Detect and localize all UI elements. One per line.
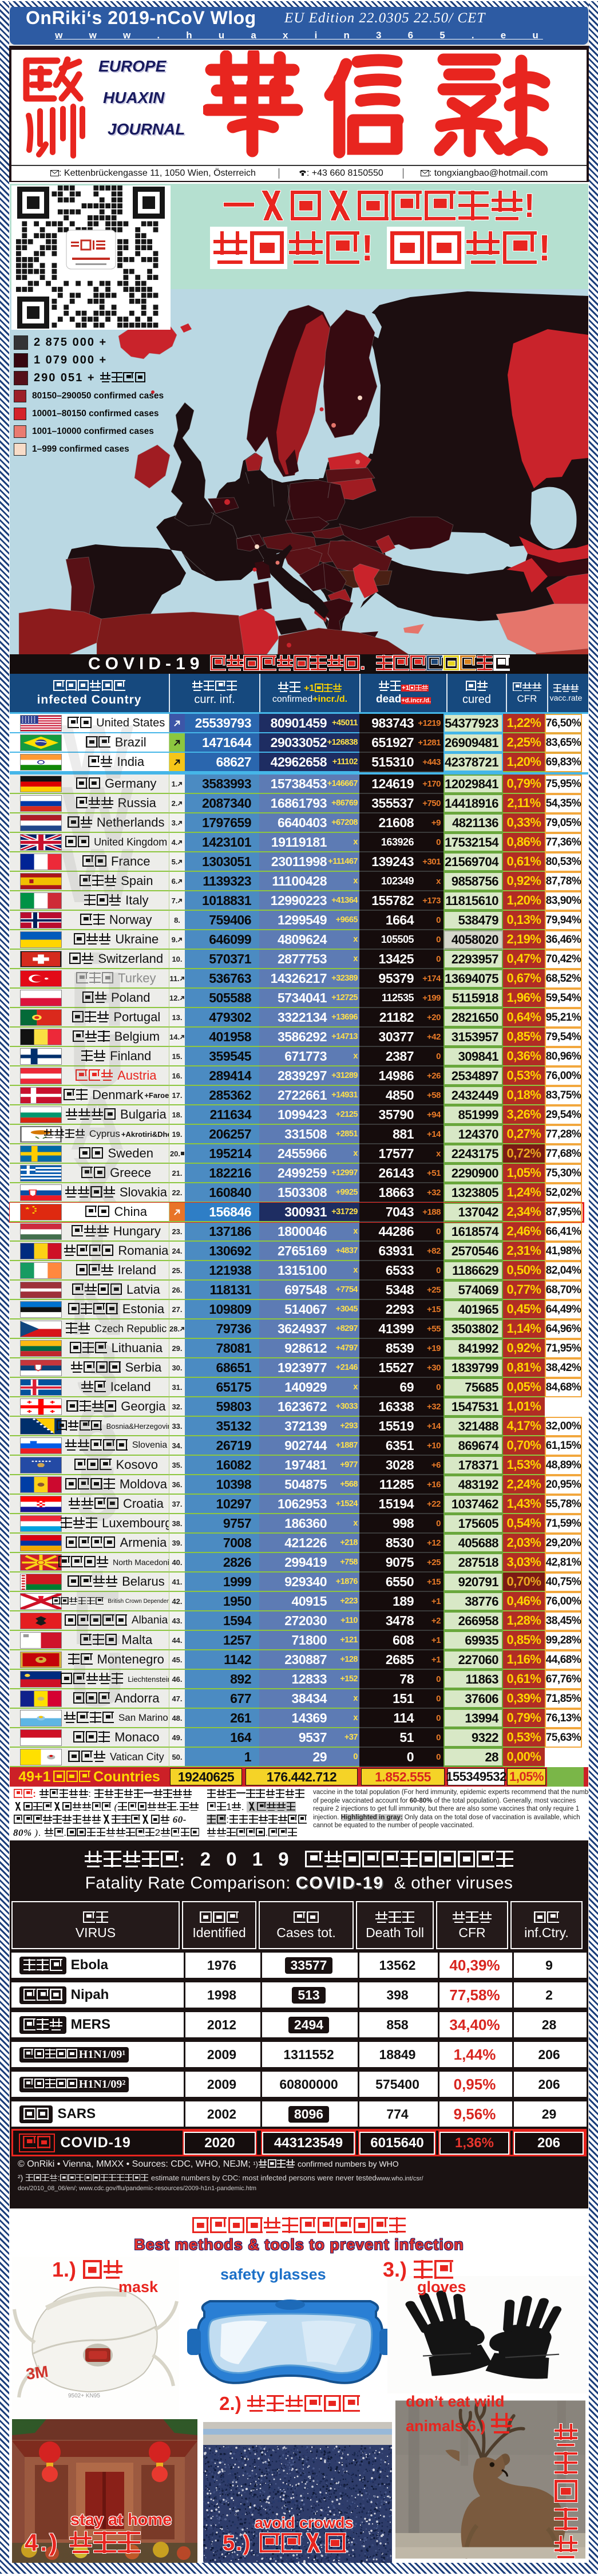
svg-text:3M: 3M — [25, 2362, 50, 2383]
svg-text:9502+ KN95: 9502+ KN95 — [68, 2393, 100, 2399]
